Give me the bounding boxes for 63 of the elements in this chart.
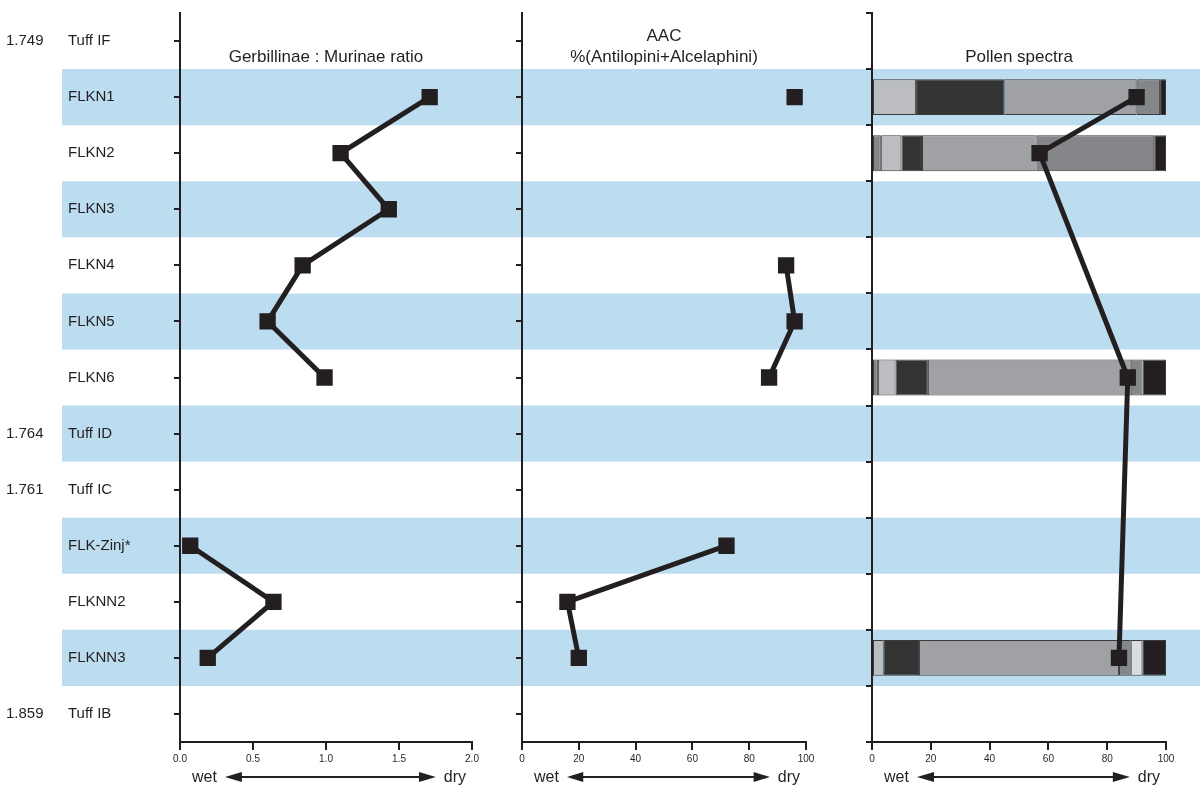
text: AAC %(Antilopini+Alcelaphini) <box>570 26 758 67</box>
x-tick-label: 80 <box>1101 752 1114 764</box>
x-tick-label: 0 <box>519 752 526 764</box>
text: Gerbillinae : Murinae ratio <box>228 47 424 67</box>
y-tick-label: FLKN6 <box>68 367 115 385</box>
x-tick-label: 0 <box>869 752 876 764</box>
x-tick-label: 2.0 <box>465 752 480 764</box>
y-tick-label: Tuff IC <box>68 479 113 497</box>
x-tick-label: 40 <box>984 752 996 764</box>
x-tick-label: 20 <box>573 752 585 764</box>
point <box>332 145 349 162</box>
y2-tick-label: 1.764 <box>6 423 44 441</box>
point <box>777 257 795 274</box>
point <box>182 537 199 554</box>
text: wet <box>884 768 909 786</box>
point <box>786 313 803 330</box>
point <box>199 649 216 667</box>
point <box>1110 649 1128 667</box>
y-tick-label: Tuff ID <box>68 423 113 441</box>
point <box>1031 145 1048 162</box>
y-tick-label: Tuff IB <box>68 704 112 722</box>
text: dry <box>777 768 800 786</box>
y-tick-label: FLKNN2 <box>68 591 126 609</box>
y2-tick-label: 1.761 <box>6 479 44 497</box>
x-tick-label: 60 <box>686 752 699 764</box>
point <box>570 649 587 667</box>
y-tick-label: FLK-Zinj* <box>68 535 131 553</box>
y2-tick-label: 1.749 <box>6 31 44 49</box>
x-tick-label: 80 <box>743 752 756 764</box>
x-tick-label: 100 <box>1157 752 1175 764</box>
x-tick-label: 0.0 <box>173 752 188 764</box>
text: dry <box>443 768 466 786</box>
text: wet <box>192 768 217 786</box>
point <box>1119 369 1136 386</box>
x-tick-label: 40 <box>630 752 642 764</box>
point <box>259 313 276 330</box>
y2-tick-label: 1.859 <box>6 704 44 722</box>
point <box>380 201 397 218</box>
point <box>316 369 333 386</box>
point <box>294 257 311 274</box>
y-tick-label: Tuff IF <box>68 31 111 49</box>
point <box>760 369 778 386</box>
x-tick-label: 0.5 <box>246 752 261 764</box>
x-tick-label: 1.0 <box>319 752 334 764</box>
text: Pollen spectra <box>965 47 1074 67</box>
point <box>559 593 576 610</box>
point <box>1128 88 1145 106</box>
text: wet <box>534 768 559 786</box>
x-tick-label: 100 <box>797 752 815 764</box>
x-tick-label: 20 <box>925 752 937 764</box>
point <box>265 593 282 610</box>
point <box>718 537 735 554</box>
y-tick-label: FLKN4 <box>68 255 115 273</box>
y-tick-label: FLKN1 <box>68 87 115 105</box>
y-tick-label: FLKN2 <box>68 143 115 161</box>
y-tick-label: FLKN5 <box>68 311 115 329</box>
y-tick-label: FLKN3 <box>68 199 115 217</box>
x-tick-label: 60 <box>1042 752 1055 764</box>
text: dry <box>1137 768 1160 786</box>
point <box>421 88 438 106</box>
x-tick-label: 1.5 <box>392 752 407 764</box>
y-tick-label: FLKNN3 <box>68 648 126 666</box>
point <box>786 88 803 106</box>
